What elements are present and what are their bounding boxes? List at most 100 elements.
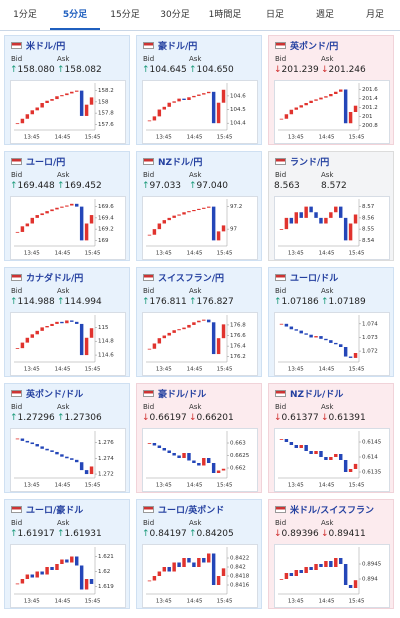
ask-value: 97.040 [189,181,229,191]
rate-card[interactable]: ユーロ/ドルBidAsk1.071861.071891.0741.0731.07… [268,267,394,377]
candle [167,450,171,453]
x-tick-label: 13:45 [24,483,40,489]
candle [152,576,157,581]
candle [319,217,323,224]
y-tick-label: 157.8 [98,111,114,117]
ask-label: Ask [321,403,334,411]
candle [314,212,318,218]
x-tick-label: 13:45 [156,251,172,257]
tab[interactable]: 週足 [315,10,334,20]
rate-card[interactable]: 英ポンド/円BidAsk201.239201.246201.6201.4201.… [268,35,394,145]
candle [289,573,294,576]
ask-label: Ask [321,519,334,527]
candle [221,468,226,471]
flag-icon [275,274,286,281]
y-tick-label: 97.2 [230,204,242,210]
y-tick-label: 201.2 [362,105,378,111]
flag-icon [143,274,154,281]
tab[interactable]: 日足 [265,10,284,20]
x-tick-label: 13:45 [288,483,304,489]
candle [30,110,35,115]
candle [279,439,284,440]
tab[interactable]: 月足 [365,10,384,20]
flag-icon [143,390,154,397]
x-tick-label: 14:45 [187,599,203,605]
candle [65,205,69,207]
candle [329,340,333,343]
rate-card[interactable]: ユーロ/英ポンドBidAsk0.841970.842050.84220.8420… [136,499,262,609]
candle [157,571,162,576]
candle [221,568,226,576]
y-tick-label: 1.274 [98,456,114,462]
ask-label: Ask [57,403,70,411]
y-tick-label: 1.073 [362,335,378,341]
pair-name: NZドル/円 [158,158,203,168]
bid-label: Bid [275,403,287,411]
rate-card[interactable]: 豪ドル/ドルBidAsk0.661970.662010.6630.66250.6… [136,383,262,493]
x-tick-label: 13:45 [156,367,172,373]
bid-value: 0.89396 [274,529,319,539]
candle [353,214,358,224]
x-tick-label: 15:45 [217,135,233,141]
rate-card[interactable]: 英ポンド/ドルBidAsk1.272961.273061.2761.2741.2… [4,383,130,493]
candle [187,453,191,461]
rate-card[interactable]: 米ドル/円BidAsk158.080158.082158.2158157.815… [4,35,130,145]
flag-icon [275,158,286,165]
y-tick-label: 176.8 [230,322,246,328]
candle [65,93,69,96]
candle [206,91,211,94]
ask-value: 0.89411 [321,529,366,539]
candle [221,89,226,103]
candle [15,438,20,440]
tab[interactable]: 30分足 [160,10,190,20]
bid-value: 8.563 [274,181,300,191]
y-tick-label: 201.6 [362,87,378,93]
candle [167,217,171,221]
candle [202,207,206,209]
y-tick-label: 104.4 [230,121,246,127]
candle [25,223,30,227]
bid-value: 0.61377 [274,413,319,423]
tab[interactable]: 5分足 [50,0,100,30]
candle [182,558,186,567]
rate-card[interactable]: NZドル/ドルBidAsk0.613770.613910.61450.6140.… [268,383,394,493]
tab[interactable]: 15分足 [110,10,140,20]
y-tick-label: 0.662 [230,466,246,472]
candle [319,564,323,567]
ask-value: 1.27306 [57,413,102,423]
x-tick-label: 15:45 [349,367,365,373]
rate-card[interactable]: ランド/円 Bid Ask 8.563 8.572 8.57 8.56 8.55 8.54 13:… [268,151,394,261]
candle [343,564,348,585]
x-tick-label: 13:45 [24,135,40,141]
pair-name: 米ドル/スイスフラン [290,506,375,516]
candle [216,231,221,241]
candle [197,320,201,323]
candle [147,234,152,236]
mini-chart: 104.6 104.5 104.4 13:45 14:45 15:45 [142,80,258,144]
candle [15,583,20,585]
candle [15,348,20,349]
candle [30,334,35,338]
tab[interactable]: 1分足 [13,10,37,20]
pair-name: ユーロ/豪ドル [26,506,84,516]
x-tick-label: 14:45 [55,599,71,605]
ask-label: Ask [57,171,70,179]
tab[interactable]: 1時間足 [208,10,242,20]
rate-card[interactable]: スイスフラン/円BidAsk176.811176.827176.8176.617… [136,267,262,377]
x-tick-label: 13:45 [288,599,304,605]
y-tick-label: 0.6135 [362,470,382,476]
candle [45,448,49,451]
candle [197,558,201,567]
rate-card[interactable]: 米ドル/スイスフランBidAsk0.893960.894110.89450.89… [268,499,394,609]
candle [152,116,157,121]
candle [152,343,157,349]
candle [172,215,176,218]
candle [79,462,84,471]
candle [89,579,94,584]
pair-name: 豪ドル/円 [158,42,198,52]
